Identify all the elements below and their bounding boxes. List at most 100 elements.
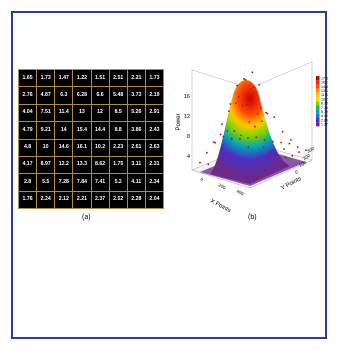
surface-plot: 4 8 12 16 Power X Points Y Points 0 200 400 0… [170,61,330,214]
sample-point [244,78,247,81]
grid-cell: 2.21 [126,68,146,88]
colorbar-label: 11.6 [321,93,328,97]
colorbar-segment [316,84,320,89]
colorbar-label: 10.2 [321,97,328,101]
x-ticks: 0 200 400 [200,176,245,196]
sample-point [298,151,300,153]
sample-point [239,138,241,140]
grid-cell: 14 [54,121,74,140]
x-tick-label: 400 [236,188,245,196]
grid-cell: 16.1 [72,138,92,157]
surface-peak [210,80,290,184]
colorbar-segment [316,101,320,106]
sample-point [212,141,215,143]
grid-cell: 12.2 [54,155,74,175]
sample-point [262,146,265,148]
grid-cell: 3.86 [126,121,146,140]
sample-point [266,112,269,115]
grid-cell: 3.11 [126,155,146,175]
grid-cell: 2.19 [144,86,165,105]
grid-cell: 4.17 [17,155,38,175]
grid-row: 4.04 7.51 11.4 13 12 8.5 5.26 2.91 [17,103,165,123]
grid-cell: 6.28 [72,86,92,105]
sample-point [272,140,274,143]
colorbar-segment [316,122,320,127]
grid-cell: 2.43 [144,121,165,140]
grid-cell: 1.51 [90,68,110,88]
colorbar-label: 2.85 [321,118,328,122]
sample-point [274,154,277,156]
sample-point [270,161,273,164]
colorbar-segment [316,97,320,102]
caption-b: (b) [248,214,257,221]
z-tick-label: 4 [187,154,190,160]
colorbar-label: 7.26 [321,106,328,110]
colorbar-label: 14.6 [321,85,328,89]
grid-row: 4.17 8.97 12.2 13.3 8.62 1.75 3.11 2.31 [17,155,165,175]
sample-point [277,160,280,163]
grid-cell: 1.73 [36,68,56,88]
grid-cell: 1.22 [72,68,92,88]
sample-point [261,120,263,123]
surface-plot-svg: 4 8 12 16 Power X Points Y Points 0 200 400 0… [176,61,328,214]
grid-cell: 2.34 [144,173,165,192]
sample-point [255,136,258,139]
grid-cell: 8.62 [90,155,110,175]
colorbar-label: 8.73 [321,102,328,106]
sample-point [255,158,258,161]
grid-cell: 2.63 [144,138,165,157]
grid-table: 1.65 1.73 1.47 1.22 1.51 2.51 2.21 1.73 2.76 4.87… [17,68,165,210]
grid-cell: 7.51 [36,103,56,123]
grid-cell: 2.23 [108,138,128,157]
sample-point [288,142,291,145]
y-tick-label: 100 [298,160,307,168]
sample-point [257,175,259,177]
sample-point [276,154,278,157]
colorbar-label: 17.5 [321,76,328,80]
sample-point [268,154,270,157]
colorbar-segment [316,88,320,93]
grid-cell: 8.8 [108,121,128,140]
sample-point [290,139,292,141]
sample-point [241,104,244,107]
sample-point [229,103,232,105]
grid-row: 1.65 1.73 1.47 1.22 1.51 2.51 2.21 1.73 [17,68,165,88]
grid-cell: 7.41 [90,173,110,192]
grid-cell: 2.61 [126,138,146,157]
sample-point [251,71,254,74]
sample-point [305,149,307,152]
sample-point [283,148,285,150]
grid-cell: 5.48 [108,86,128,105]
grid-cell: 2.52 [108,190,128,210]
grid-cell: 2.04 [144,190,165,210]
grid-row: 2.76 4.87 6.3 6.28 6.6 5.48 3.73 2.19 [17,86,165,105]
x-axis-label: X Points [209,198,232,212]
colorbar-label: 13.1 [321,89,328,93]
grid-cell: 13.3 [72,155,92,175]
sample-point [264,169,266,171]
grid-cell: 6.6 [90,86,110,105]
grid-cell: 4.8 [17,138,38,157]
grid-cell: 4.79 [17,121,38,140]
grid-cell: 2.37 [90,190,110,210]
sample-point [226,130,229,132]
sample-point [273,116,276,118]
sample-point [265,111,267,114]
sample-point [199,161,201,164]
colorbar-segment [316,109,320,114]
y-axis-label: Y Points [280,176,302,192]
colorbar-segment [316,118,320,123]
grid-cell: 2.8 [17,173,38,192]
grid-cell: 14.4 [90,121,110,140]
z-ticks: 4 8 12 16 [184,94,190,160]
grid-cell: 7.84 [72,173,92,192]
colorbar: 17.516.114.613.111.610.28.737.265.794.32… [316,76,328,127]
grid-cell: 5.5 [36,173,56,192]
y-tick-label: 0 [294,169,299,175]
sample-point [284,156,287,159]
colorbar-segment [316,80,320,85]
z-tick-label: 8 [187,134,190,140]
sample-point [281,130,284,133]
grid-cell: 1.75 [108,155,128,175]
